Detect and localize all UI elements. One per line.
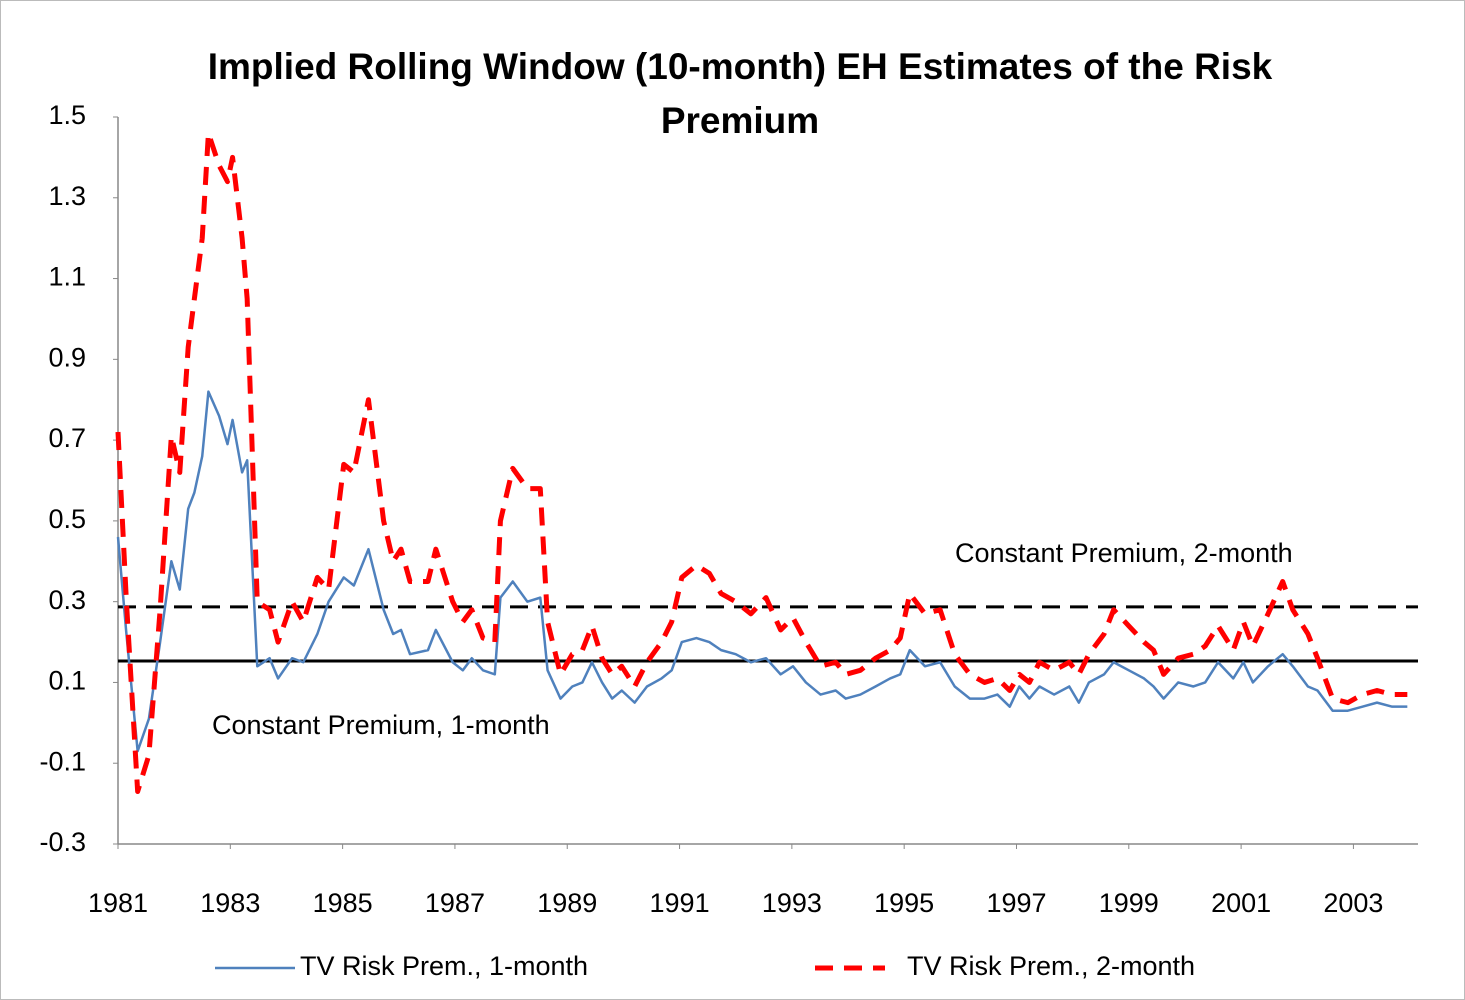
x-tick-label: 1993 <box>762 888 822 918</box>
annotation: Constant Premium, 2-month <box>955 538 1293 568</box>
y-tick-label: 0.3 <box>48 585 86 615</box>
x-tick-label: 1981 <box>88 888 148 918</box>
series-line <box>115 130 1408 794</box>
x-tick-label: 1995 <box>874 888 934 918</box>
legend-label: TV Risk Prem., 1-month <box>300 951 588 981</box>
y-tick-label: 0.7 <box>48 423 86 453</box>
x-tick-label: 1991 <box>650 888 710 918</box>
x-tick-label: 1983 <box>200 888 260 918</box>
y-tick-label: 1.3 <box>48 181 86 211</box>
y-tick-label: -0.3 <box>39 827 86 857</box>
x-tick-label: 1999 <box>1099 888 1159 918</box>
y-tick-label: 0.9 <box>48 342 86 372</box>
y-tick-label: 0.1 <box>48 666 86 696</box>
series-line <box>116 390 1408 753</box>
y-tick-label: -0.1 <box>39 746 86 776</box>
x-tick-label: 2001 <box>1211 888 1271 918</box>
x-tick-label: 1985 <box>313 888 373 918</box>
y-tick-label: 0.5 <box>48 504 86 534</box>
legend-label: TV Risk Prem., 2-month <box>907 951 1195 981</box>
y-tick-label: 1.5 <box>48 100 86 130</box>
x-tick-label: 1997 <box>986 888 1046 918</box>
x-tick-label: 1987 <box>425 888 485 918</box>
x-tick-label: 2003 <box>1323 888 1383 918</box>
x-tick-label: 1989 <box>537 888 597 918</box>
chart-title: Implied Rolling Window (10-month) EH Est… <box>207 46 1273 141</box>
y-tick-label: 1.1 <box>48 262 86 292</box>
annotation: Constant Premium, 1-month <box>212 710 550 740</box>
